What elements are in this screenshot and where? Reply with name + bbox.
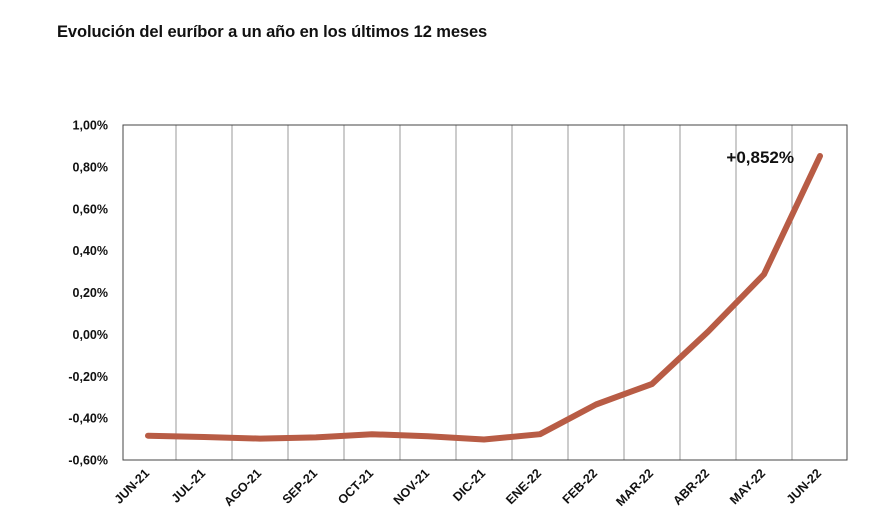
- y-tick-label: 0,40%: [73, 244, 108, 258]
- plot-frame: [122, 124, 848, 461]
- y-tick-label: 0,60%: [73, 202, 108, 216]
- series-group: [145, 153, 823, 443]
- y-tick-label: -0,60%: [68, 454, 108, 468]
- x-tick-label: JUN-21: [112, 466, 152, 506]
- y-tick-label: 0,20%: [73, 286, 108, 300]
- y-tick-label: 0,80%: [73, 160, 108, 174]
- x-tick-label: JUN-22: [784, 466, 824, 506]
- x-tick-label: MAY-22: [727, 466, 768, 507]
- y-axis: 1,00% 0,80% 0,60% 0,40% 0,20% 0,00% -0,20% -0,4…: [68, 119, 108, 468]
- x-tick-label: FEB-22: [560, 466, 600, 506]
- x-tick-label: AGO-21: [221, 466, 264, 509]
- x-axis: JUN-21 JUL-21 AGO-21 SEP-21 OCT-21 NOV-21 DIC-…: [112, 466, 824, 509]
- y-tick-label: -0,20%: [68, 370, 108, 384]
- x-tick-label: NOV-21: [391, 466, 432, 507]
- x-tick-label: SEP-21: [280, 466, 320, 506]
- x-tick-label: ENE-22: [503, 466, 544, 507]
- x-tick-label: OCT-21: [335, 466, 376, 507]
- data-label: +0,852%: [726, 148, 794, 167]
- x-tick-label: JUL-21: [169, 466, 208, 505]
- y-tick-label: 0,00%: [73, 328, 108, 342]
- x-tick-label: MAR-22: [613, 466, 656, 509]
- x-tick-label: DIC-21: [450, 466, 488, 504]
- chart-title: Evolución del euríbor a un año en los úl…: [57, 23, 488, 41]
- y-tick-label: -0,40%: [68, 412, 108, 426]
- y-tick-label: 1,00%: [73, 119, 108, 133]
- x-tick-label: ABR-22: [670, 466, 712, 508]
- grid-lines: [175, 125, 793, 460]
- annotations: +0,852%: [726, 148, 794, 167]
- series-line: [145, 153, 823, 443]
